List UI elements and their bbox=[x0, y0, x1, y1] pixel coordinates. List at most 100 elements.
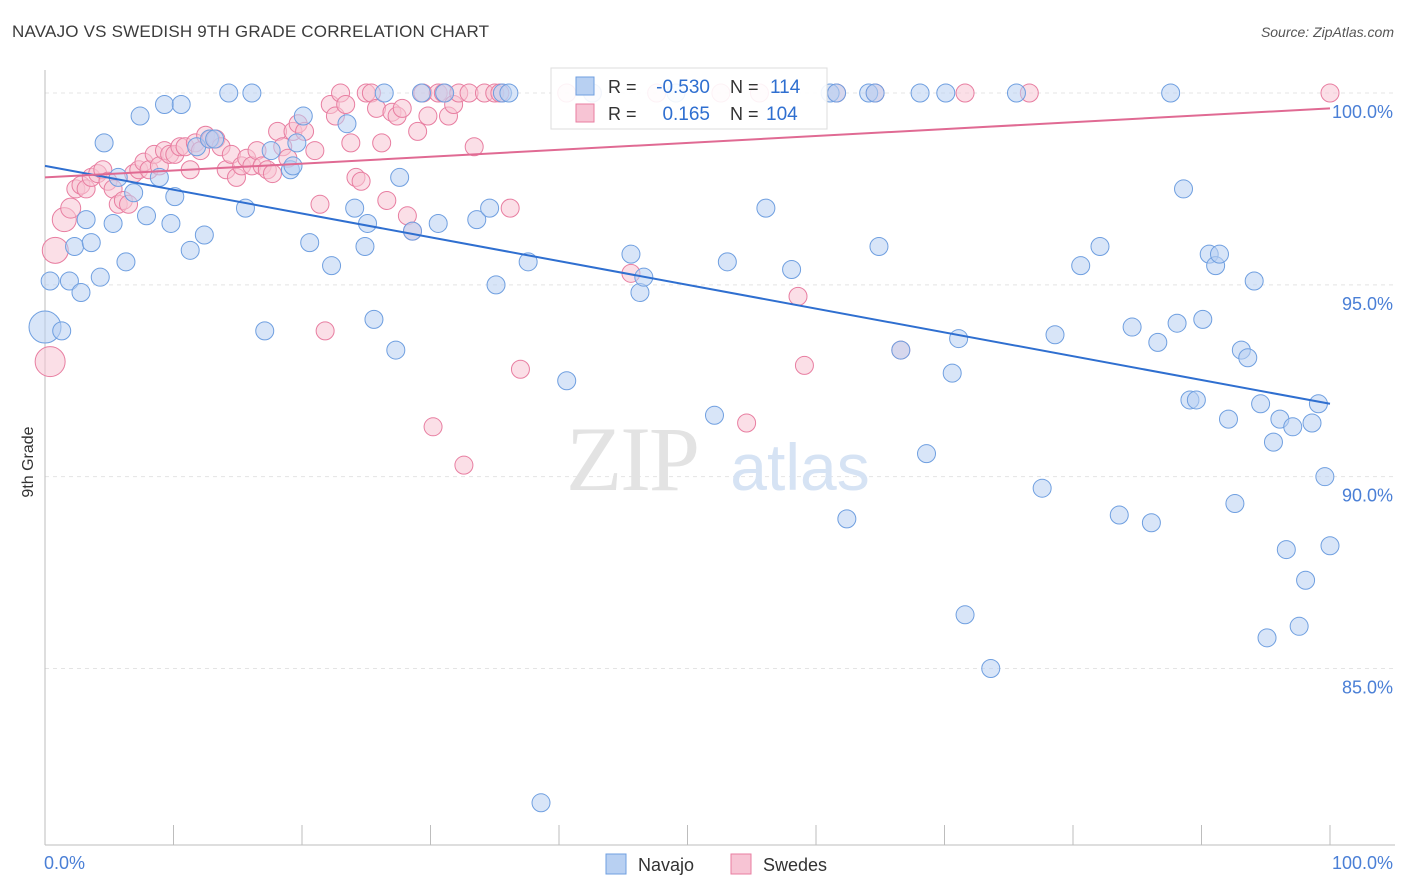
navajo-point bbox=[1276, 540, 1296, 560]
navajo-point bbox=[81, 233, 101, 253]
navajo-point bbox=[137, 206, 157, 226]
navajo-point bbox=[155, 95, 175, 115]
swedes-point bbox=[377, 190, 397, 210]
navajo-point bbox=[293, 106, 313, 126]
navajo-point bbox=[499, 83, 519, 103]
navajo-point bbox=[1141, 513, 1161, 533]
navajo-point bbox=[1238, 348, 1258, 368]
swedes-point bbox=[423, 417, 443, 437]
navajo-point bbox=[621, 244, 641, 264]
swedes-point bbox=[464, 137, 484, 157]
navajo-point bbox=[261, 141, 281, 161]
navajo-point bbox=[942, 363, 962, 383]
y-tick-label: 85.0% bbox=[1342, 678, 1393, 698]
navajo-point bbox=[981, 659, 1001, 679]
swedes-r-label: R = bbox=[608, 104, 637, 124]
navajo-point bbox=[59, 271, 79, 291]
navajo-point bbox=[124, 183, 144, 203]
swedes-point bbox=[372, 133, 392, 153]
trend-lines bbox=[44, 107, 1331, 405]
navajo-point bbox=[1289, 616, 1309, 636]
swedes-point bbox=[408, 121, 428, 141]
source-label: Source: ZipAtlas.com bbox=[1260, 24, 1394, 40]
navajo-point bbox=[1109, 505, 1129, 525]
navajo-point bbox=[1315, 467, 1335, 487]
navajo-point bbox=[345, 198, 365, 218]
navajo-point bbox=[531, 793, 551, 813]
navajo-n-value: 114 bbox=[770, 77, 801, 98]
navajo-point bbox=[949, 329, 969, 349]
navajo-point bbox=[1090, 236, 1110, 256]
navajo-point bbox=[1218, 409, 1238, 429]
navajo-legend-swatch bbox=[575, 76, 595, 96]
swedes-n-label: N = bbox=[730, 104, 759, 124]
navajo-point bbox=[1032, 478, 1052, 498]
y-tick-labels: 85.0% 90.0% 95.0% 100.0% bbox=[1332, 102, 1393, 697]
navajo-point bbox=[717, 252, 737, 272]
y-axis-label: 9th Grade bbox=[20, 426, 37, 497]
navajo-point bbox=[1263, 432, 1283, 452]
legend-navajo-label: Navajo bbox=[638, 855, 694, 875]
legend-swedes-swatch bbox=[730, 853, 752, 875]
swedes-point bbox=[262, 164, 282, 184]
navajo-point bbox=[869, 236, 889, 256]
axes bbox=[44, 70, 1395, 846]
navajo-point bbox=[891, 340, 911, 360]
y-tick-label: 95.0% bbox=[1342, 294, 1393, 314]
navajo-point bbox=[1283, 417, 1303, 437]
navajo-point bbox=[837, 509, 857, 529]
navajo-point bbox=[1244, 271, 1264, 291]
navajo-point bbox=[386, 340, 406, 360]
grid-lines bbox=[45, 92, 1395, 670]
navajo-point bbox=[116, 252, 136, 272]
navajo-point bbox=[917, 444, 937, 464]
swedes-point bbox=[315, 321, 335, 341]
navajo-point bbox=[180, 240, 200, 260]
navajo-point bbox=[955, 605, 975, 625]
navajo-point bbox=[1251, 394, 1271, 414]
swedes-n-value: 104 bbox=[766, 104, 798, 125]
navajo-point bbox=[287, 133, 307, 153]
series-legend: Navajo Swedes bbox=[605, 853, 827, 875]
navajo-point bbox=[1186, 390, 1206, 410]
swedes-point bbox=[1320, 83, 1340, 103]
navajo-point bbox=[374, 83, 394, 103]
navajo-point bbox=[782, 260, 802, 280]
navajo-point bbox=[1167, 313, 1187, 333]
swedes-point bbox=[60, 197, 82, 219]
swedes-point bbox=[418, 106, 438, 126]
navajo-point bbox=[1006, 83, 1026, 103]
navajo-point bbox=[194, 225, 214, 245]
navajo-point bbox=[1174, 179, 1194, 199]
navajo-point bbox=[936, 83, 956, 103]
swedes-legend-swatch bbox=[575, 103, 595, 123]
navajo-point bbox=[1257, 628, 1277, 648]
swedes-point bbox=[336, 95, 356, 115]
swedes-point bbox=[737, 413, 757, 433]
navajo-point bbox=[171, 95, 191, 115]
navajo-point bbox=[255, 321, 275, 341]
y-tick-label: 90.0% bbox=[1342, 486, 1393, 506]
navajo-point bbox=[219, 83, 239, 103]
swedes-point bbox=[955, 83, 975, 103]
swedes-r-value: 0.165 bbox=[662, 104, 710, 125]
navajo-point bbox=[1148, 332, 1168, 352]
navajo-point bbox=[65, 236, 85, 256]
swedes-point bbox=[454, 455, 474, 475]
navajo-point bbox=[1209, 244, 1229, 264]
watermark-atlas: atlas bbox=[730, 430, 869, 504]
navajo-point bbox=[165, 187, 185, 207]
watermark: ZIP atlas bbox=[566, 408, 870, 510]
series-navajo-points bbox=[28, 83, 1340, 813]
x-tick-label-max: 100.0% bbox=[1332, 853, 1393, 873]
swedes-point bbox=[788, 286, 808, 306]
navajo-point bbox=[1161, 83, 1181, 103]
navajo-point bbox=[1225, 494, 1245, 514]
legend-swedes-label: Swedes bbox=[763, 855, 827, 875]
stats-legend-frame bbox=[550, 67, 828, 130]
x-tick-labels: 0.0% 100.0% bbox=[44, 853, 1393, 873]
swedes-point bbox=[41, 236, 69, 264]
navajo-point bbox=[283, 156, 303, 176]
navajo-point bbox=[756, 198, 776, 218]
